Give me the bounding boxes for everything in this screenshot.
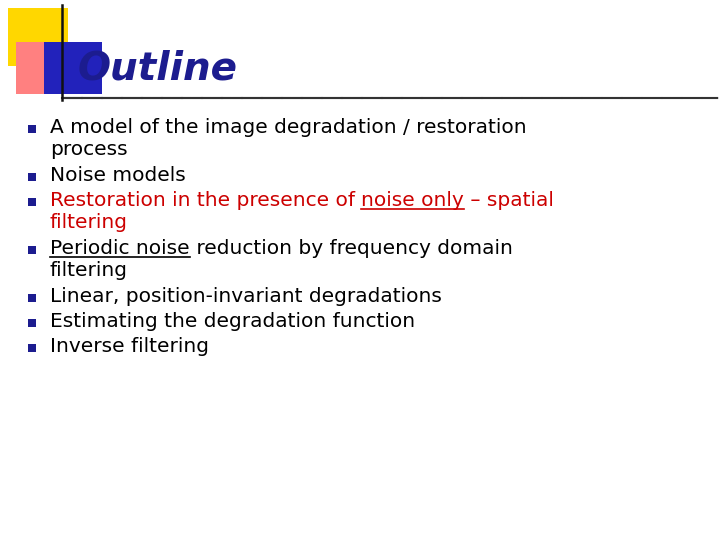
Text: Estimating the degradation function: Estimating the degradation function	[50, 312, 415, 331]
Text: Noise models: Noise models	[50, 166, 186, 185]
Bar	[28, 319, 36, 327]
Bar	[28, 198, 36, 206]
Bar	[28, 294, 36, 301]
Bar	[44, 42, 102, 94]
Bar	[28, 125, 36, 132]
Bar	[28, 343, 36, 352]
Text: Restoration in the presence of: Restoration in the presence of	[50, 191, 361, 210]
Text: Inverse filtering: Inverse filtering	[50, 337, 209, 356]
Bar	[28, 246, 36, 253]
Text: Periodic noise: Periodic noise	[50, 239, 189, 258]
Bar	[28, 172, 36, 180]
Text: noise only: noise only	[361, 191, 464, 210]
Text: Linear, position-invariant degradations: Linear, position-invariant degradations	[50, 287, 442, 306]
Bar	[16, 42, 74, 94]
Bar	[8, 8, 68, 66]
Text: – spatial: – spatial	[464, 191, 554, 210]
Text: filtering: filtering	[50, 213, 128, 232]
Text: filtering: filtering	[50, 261, 128, 280]
Text: Outline: Outline	[78, 49, 238, 87]
Text: reduction by frequency domain: reduction by frequency domain	[189, 239, 513, 258]
Text: A model of the image degradation / restoration: A model of the image degradation / resto…	[50, 118, 526, 137]
Text: process: process	[50, 140, 127, 159]
